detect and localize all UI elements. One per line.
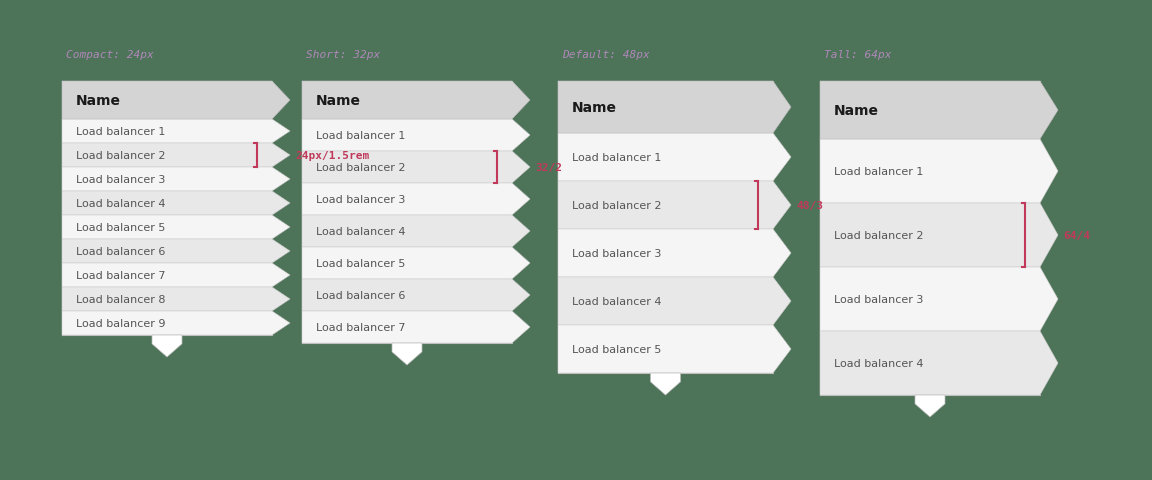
Polygon shape: [820, 331, 1058, 395]
Polygon shape: [62, 216, 290, 240]
Polygon shape: [558, 134, 791, 181]
Polygon shape: [302, 120, 530, 152]
Polygon shape: [62, 240, 290, 264]
Text: Load balancer 4: Load balancer 4: [76, 199, 166, 209]
Text: Load balancer 4: Load balancer 4: [834, 358, 924, 368]
Text: Load balancer 1: Load balancer 1: [834, 167, 924, 177]
Text: Short: 32px: Short: 32px: [306, 50, 380, 60]
Polygon shape: [62, 120, 290, 144]
Text: Load balancer 4: Load balancer 4: [316, 227, 406, 237]
Text: Load balancer 1: Load balancer 1: [76, 127, 166, 137]
Text: Load balancer 4: Load balancer 4: [573, 296, 661, 306]
Polygon shape: [302, 82, 530, 120]
Text: Load balancer 3: Load balancer 3: [573, 249, 661, 258]
Polygon shape: [915, 395, 945, 417]
Polygon shape: [820, 82, 1058, 140]
Polygon shape: [392, 343, 422, 365]
Polygon shape: [820, 140, 1058, 204]
Text: Load balancer 3: Load balancer 3: [76, 175, 166, 185]
Text: 24px/1.5rem: 24px/1.5rem: [295, 151, 370, 161]
Text: Load balancer 2: Load balancer 2: [76, 151, 166, 161]
Text: Load balancer 2: Load balancer 2: [573, 201, 661, 211]
Text: Tall: 64px: Tall: 64px: [824, 50, 892, 60]
Text: Load balancer 5: Load balancer 5: [316, 258, 406, 268]
Text: Load balancer 1: Load balancer 1: [316, 131, 406, 141]
Text: Load balancer 6: Load balancer 6: [76, 247, 166, 256]
Polygon shape: [302, 216, 530, 248]
Polygon shape: [558, 277, 791, 325]
Polygon shape: [62, 144, 290, 168]
Polygon shape: [302, 279, 530, 312]
Polygon shape: [62, 264, 290, 288]
Text: Name: Name: [573, 101, 617, 115]
Polygon shape: [62, 288, 290, 312]
Text: Load balancer 3: Load balancer 3: [834, 294, 924, 304]
Text: 48/3: 48/3: [796, 201, 823, 211]
Text: Name: Name: [76, 94, 121, 108]
Polygon shape: [62, 312, 290, 336]
Text: Name: Name: [316, 94, 361, 108]
Polygon shape: [820, 267, 1058, 331]
Polygon shape: [62, 82, 290, 120]
Text: 32/2: 32/2: [535, 163, 562, 173]
Polygon shape: [302, 248, 530, 279]
Polygon shape: [62, 192, 290, 216]
Polygon shape: [302, 152, 530, 184]
Text: 64/4: 64/4: [1063, 230, 1090, 240]
Text: Load balancer 1: Load balancer 1: [573, 153, 661, 163]
Polygon shape: [62, 168, 290, 192]
Polygon shape: [558, 325, 791, 373]
Text: Compact: 24px: Compact: 24px: [66, 50, 153, 60]
Polygon shape: [558, 181, 791, 229]
Text: Load balancer 6: Load balancer 6: [316, 290, 406, 300]
Polygon shape: [651, 373, 681, 395]
Text: Load balancer 3: Load balancer 3: [316, 194, 406, 204]
Polygon shape: [558, 82, 791, 134]
Text: Default: 48px: Default: 48px: [562, 50, 650, 60]
Text: Load balancer 5: Load balancer 5: [76, 223, 166, 232]
Polygon shape: [152, 336, 182, 357]
Text: Load balancer 2: Load balancer 2: [316, 163, 406, 173]
Text: Load balancer 8: Load balancer 8: [76, 294, 166, 304]
Text: Name: Name: [834, 104, 879, 118]
Polygon shape: [302, 312, 530, 343]
Polygon shape: [820, 204, 1058, 267]
Text: Load balancer 7: Load balancer 7: [76, 270, 166, 280]
Text: Load balancer 5: Load balancer 5: [573, 344, 661, 354]
Text: Load balancer 9: Load balancer 9: [76, 318, 166, 328]
Text: Load balancer 7: Load balancer 7: [316, 323, 406, 332]
Polygon shape: [302, 184, 530, 216]
Polygon shape: [558, 229, 791, 277]
Text: Load balancer 2: Load balancer 2: [834, 230, 924, 240]
